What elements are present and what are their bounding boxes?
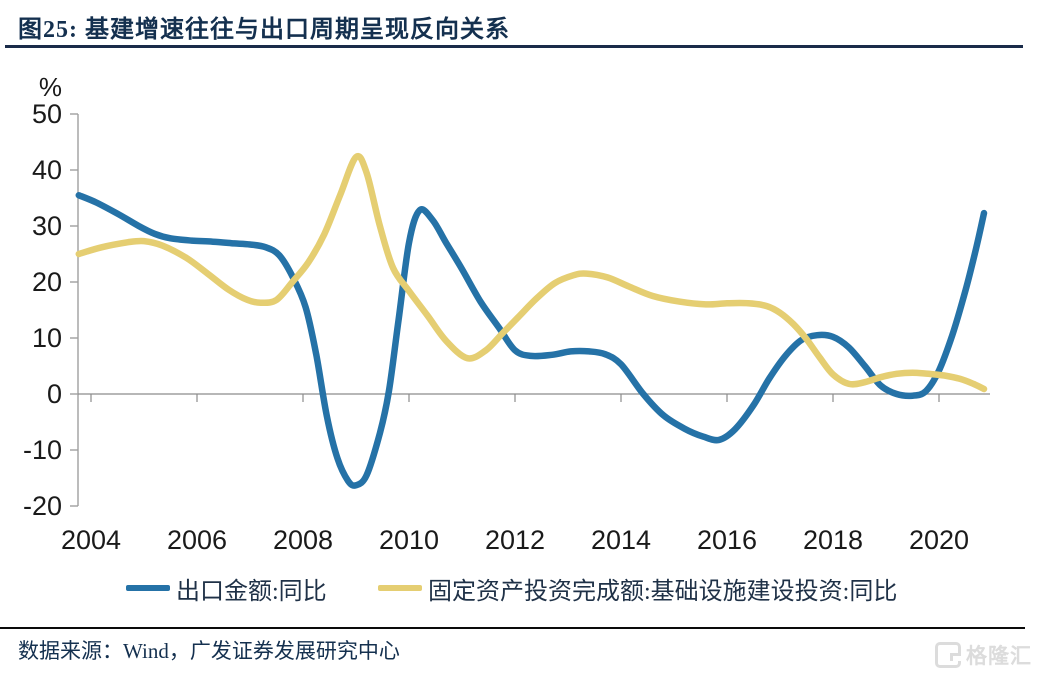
legend-item-infra: 固定资产投资完成额:基础设施建设投资:同比 [378,573,898,605]
series-infra-line [75,153,988,393]
bottom-rule [0,627,1025,629]
legend-label-infra: 固定资产投资完成额:基础设施建设投资:同比 [428,578,898,605]
x-tick-label: 2012 [485,525,545,555]
x-tick-label: 2010 [379,525,439,555]
gelonghui-logo: 格隆汇 [935,640,1032,670]
x-tick-label: 2014 [591,525,651,555]
x-tick-label: 2008 [273,525,333,555]
y-tick-label: -20 [23,491,62,521]
x-tick-label: 2006 [167,525,227,555]
y-axis-unit: % [39,72,62,102]
gelonghui-g-icon [935,642,961,668]
line-chart: 50 40 30 20 10 0 -10 -20% 2004 2006 2008 2010 2012 20… [23,72,990,555]
y-tick-label: -10 [23,435,62,465]
y-tick-label: 10 [32,323,62,353]
data-source-text: 数据来源：Wind，广发证券发展研究中心 [18,639,400,663]
infra-line-swatch [378,585,422,591]
y-tick-label: 50 [32,99,62,129]
x-tick-label: 2016 [697,525,757,555]
x-tick-label: 2004 [61,525,121,555]
gelonghui-logo-text: 格隆汇 [966,645,1032,668]
legend-label-export: 出口金额:同比 [176,578,327,605]
x-tick-label: 2020 [909,525,969,555]
y-tick-label: 0 [47,379,62,409]
title-rule [5,45,1023,48]
x-tick-label: 2018 [803,525,863,555]
figure-title: 图25: 基建增速往往与出口周期呈现反向关系 [18,17,510,43]
export-line-swatch [126,585,170,591]
y-tick-label: 20 [32,267,62,297]
series-export-line [75,191,988,489]
chart-legend: 出口金额:同比 固定资产投资完成额:基础设施建设投资:同比 [0,573,1038,605]
legend-item-export: 出口金额:同比 [126,573,327,605]
y-tick-label: 30 [32,211,62,241]
y-tick-label: 40 [32,155,62,185]
